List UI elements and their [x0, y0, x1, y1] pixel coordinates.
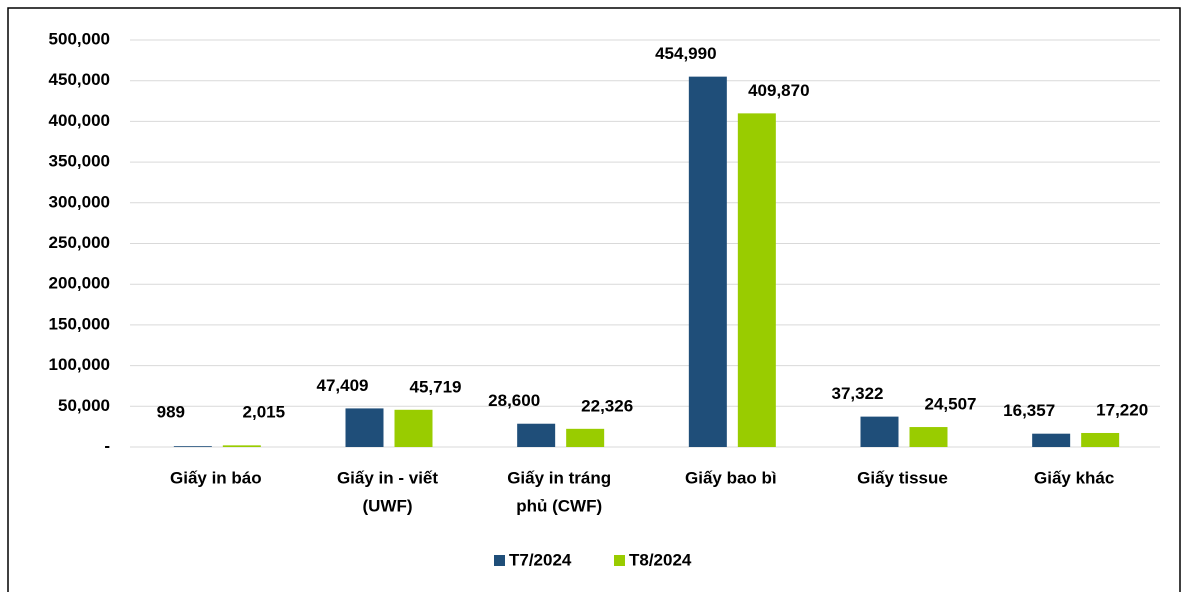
- data-label: 45,719: [410, 377, 462, 396]
- x-tick-label: Giấy bao bì: [685, 468, 777, 487]
- bar: [688, 76, 727, 448]
- bar: [394, 409, 433, 447]
- y-tick-label: 350,000: [49, 152, 110, 171]
- bar: [345, 408, 384, 447]
- data-label: 454,990: [655, 44, 716, 63]
- y-tick-label: 450,000: [49, 70, 110, 89]
- x-tick-label: Giấy in tráng: [507, 468, 611, 487]
- y-tick-label: 300,000: [49, 192, 110, 211]
- legend-label: T8/2024: [629, 550, 692, 569]
- bar: [566, 428, 605, 447]
- x-tick-label: Giấy in báo: [170, 468, 262, 487]
- legend-swatch: [614, 555, 625, 566]
- x-tick-label: Giấy khác: [1034, 468, 1114, 487]
- y-tick-label: 500,000: [49, 29, 110, 48]
- bar: [1081, 432, 1120, 447]
- data-label: 28,600: [488, 391, 540, 410]
- bar: [1032, 433, 1071, 447]
- x-tick-label: Giấy in - viết: [337, 468, 438, 487]
- legend-swatch: [494, 555, 505, 566]
- y-tick-label: 400,000: [49, 111, 110, 130]
- y-tick-label: -: [104, 436, 110, 455]
- bar: [737, 113, 776, 448]
- x-tick-label: Giấy tissue: [857, 468, 948, 487]
- y-tick-label: 250,000: [49, 233, 110, 252]
- bar: [909, 427, 948, 447]
- bar: [517, 423, 556, 447]
- data-label: 47,409: [317, 376, 369, 395]
- bar: [860, 416, 899, 447]
- bar: [173, 446, 212, 447]
- data-label: 2,015: [243, 402, 286, 421]
- chart-frame: [7, 7, 1181, 592]
- bar: [222, 445, 261, 447]
- data-label: 989: [157, 402, 185, 421]
- data-label: 22,326: [581, 396, 633, 415]
- y-tick-label: 100,000: [49, 355, 110, 374]
- data-label: 409,870: [748, 81, 809, 100]
- y-tick-label: 50,000: [58, 396, 110, 415]
- data-label: 37,322: [832, 384, 884, 403]
- x-tick-label: (UWF): [362, 496, 412, 515]
- data-label: 24,507: [925, 395, 977, 414]
- legend-label: T7/2024: [509, 550, 572, 569]
- x-tick-label: phủ (CWF): [516, 496, 602, 515]
- y-tick-label: 150,000: [49, 314, 110, 333]
- data-label: 16,357: [1003, 401, 1055, 420]
- data-label: 17,220: [1096, 400, 1148, 419]
- y-tick-label: 200,000: [49, 274, 110, 293]
